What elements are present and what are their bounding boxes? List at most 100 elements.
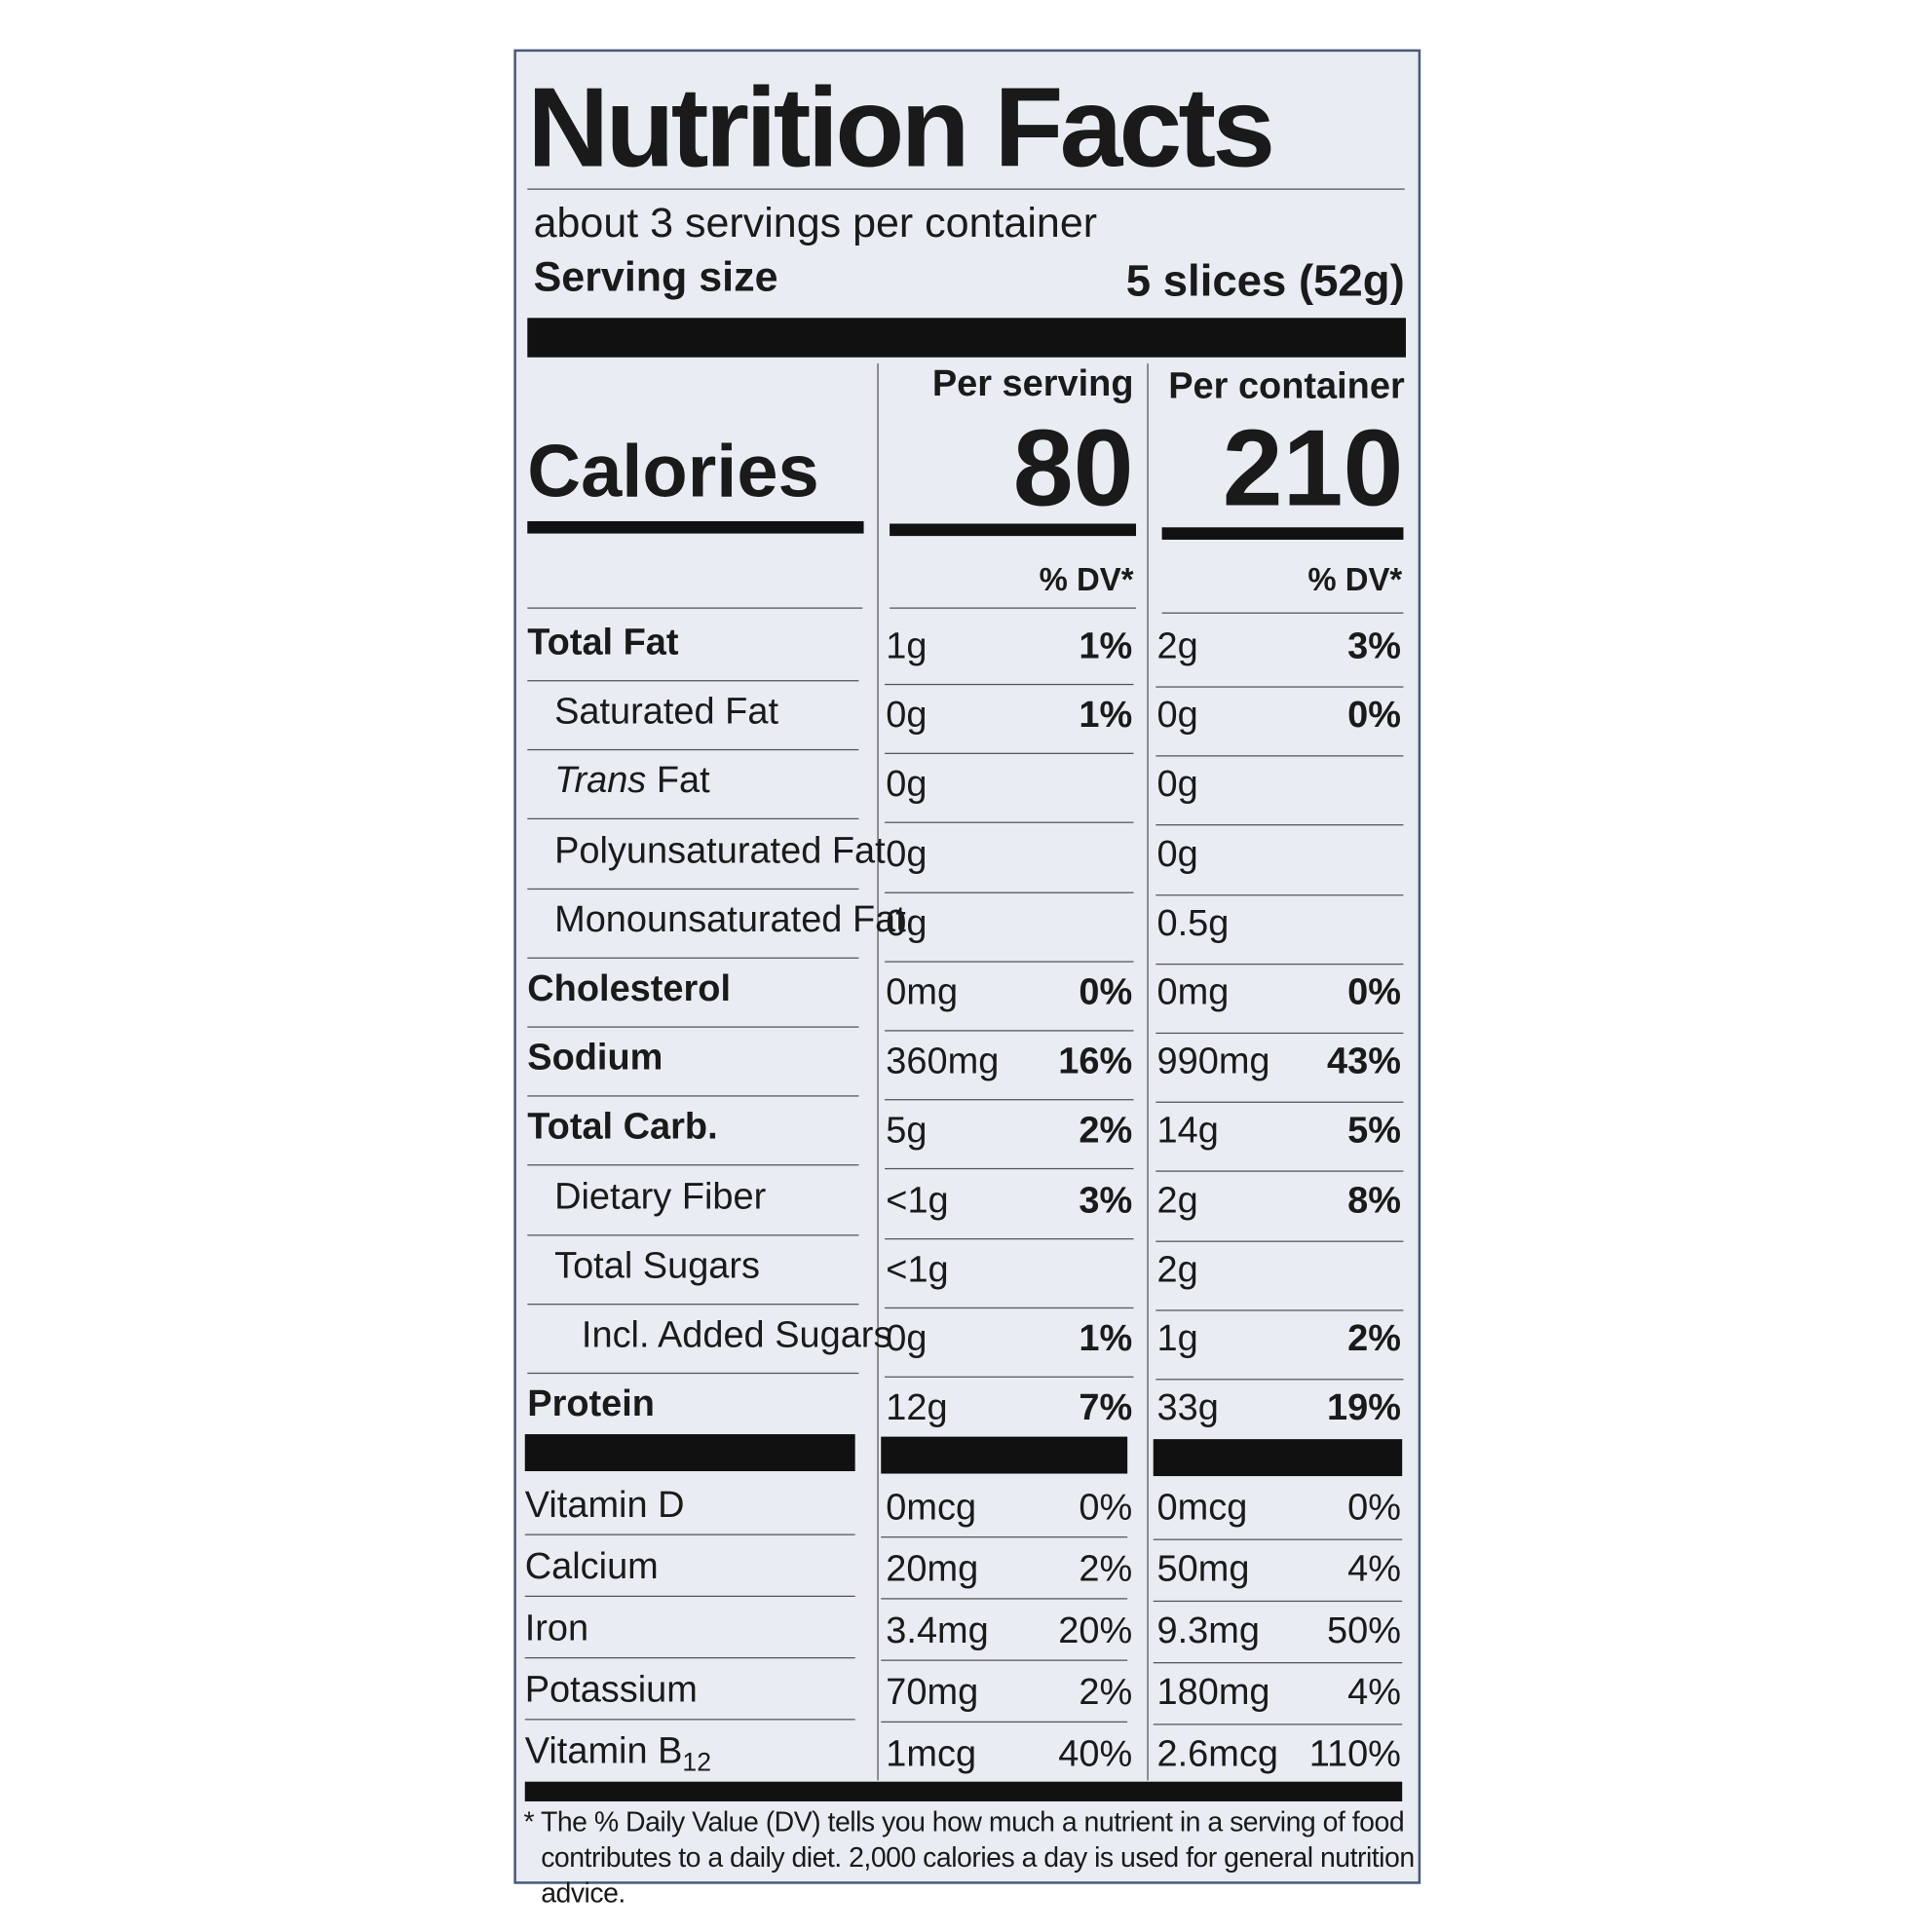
nutrient-name: Total Carb. (527, 1107, 718, 1148)
divider (1155, 824, 1404, 826)
serving-amount: 12g (886, 1387, 948, 1428)
thick-bar (881, 1436, 1128, 1474)
container-dv: 5% (1347, 1110, 1401, 1152)
container-dv: 8% (1347, 1180, 1401, 1221)
divider (527, 888, 859, 890)
divider (885, 1237, 1134, 1239)
divider (1155, 1170, 1404, 1173)
container-amount: 1g (1156, 1318, 1198, 1359)
name-part: 12 (682, 1748, 711, 1778)
calories-per-serving: 80 (1012, 406, 1134, 529)
divider (1155, 686, 1404, 688)
divider (527, 957, 859, 959)
serving-dv: 0% (1079, 1487, 1133, 1529)
serving-dv: 1% (1079, 1318, 1133, 1359)
container-amount: 180mg (1156, 1672, 1270, 1713)
container-amount: 0mcg (1156, 1487, 1248, 1529)
divider (885, 891, 1134, 893)
nutrient-name: Incl. Added Sugars (581, 1314, 892, 1356)
serving-amount: 0g (886, 902, 928, 944)
serving-amount: 0g (886, 695, 928, 737)
footnote: * The % Daily Value (DV) tells you how m… (523, 1806, 1415, 1909)
divider (527, 680, 859, 682)
serving-dv: 0% (1079, 971, 1133, 1013)
divider (527, 1303, 859, 1306)
container-dv: 50% (1326, 1610, 1401, 1651)
serving-size: 5 slices (52g) (1125, 254, 1405, 306)
divider (885, 752, 1134, 755)
thick-bar (1153, 1439, 1403, 1477)
divider (1155, 755, 1404, 757)
container-dv: 0% (1347, 1487, 1401, 1529)
serving-dv: 7% (1079, 1387, 1133, 1428)
divider (527, 1372, 859, 1375)
divider (885, 961, 1134, 963)
serving-dv: 2% (1079, 1110, 1133, 1152)
serving-amount: <1g (886, 1180, 949, 1221)
container-amount: 0g (1156, 764, 1198, 806)
serving-amount: 3.4mg (886, 1610, 989, 1651)
container-amount: 2g (1156, 1249, 1198, 1290)
serving-dv: 2% (1079, 1672, 1133, 1713)
container-dv: 3% (1347, 625, 1401, 667)
name-part: Fat (646, 760, 710, 802)
divider (1153, 1600, 1403, 1603)
container-dv: 0% (1347, 695, 1401, 737)
serving-dv: 40% (1058, 1733, 1133, 1775)
serving-dv: 20% (1058, 1610, 1133, 1651)
container-amount: 14g (1156, 1110, 1219, 1152)
name-part: Trans (554, 760, 647, 802)
thick-bar (524, 1781, 1403, 1801)
divider (881, 1598, 1128, 1600)
container-amount: 2g (1156, 1180, 1198, 1221)
nutrient-name: Saturated Fat (554, 691, 778, 733)
container-amount: 2g (1156, 625, 1198, 667)
nutrient-name: Vitamin B12 (524, 1730, 711, 1778)
thick-bar (1161, 527, 1404, 540)
thick-bar (524, 1434, 855, 1472)
container-amount: 990mg (1156, 1041, 1270, 1082)
divider (1155, 1379, 1404, 1381)
divider (1155, 893, 1404, 895)
divider (527, 749, 859, 751)
nutrient-name: Cholesterol (527, 968, 731, 1009)
serving-dv: 1% (1079, 625, 1133, 667)
divider (1153, 1662, 1403, 1664)
title: Nutrition Facts (527, 65, 1275, 192)
serving-amount: 5g (886, 1110, 928, 1152)
serving-dv: 16% (1058, 1041, 1133, 1082)
column-rule (1147, 363, 1149, 1781)
serving-amount: 70mg (886, 1672, 979, 1713)
divider (1155, 1240, 1404, 1242)
container-amount: 0g (1156, 833, 1198, 875)
container-amount: 0.5g (1156, 902, 1230, 944)
divider (881, 1536, 1128, 1538)
divider (1161, 612, 1404, 614)
nutrient-name: Vitamin D (524, 1484, 685, 1526)
servings-per-container: about 3 servings per container (533, 199, 1098, 246)
nutrient-name: Total Sugars (554, 1245, 761, 1287)
divider (1155, 1101, 1404, 1104)
divider (885, 1168, 1134, 1170)
divider (885, 683, 1134, 686)
divider (524, 1719, 855, 1721)
divider (890, 607, 1137, 609)
divider (885, 822, 1134, 824)
serving-dv: 3% (1079, 1180, 1133, 1221)
container-amount: 9.3mg (1156, 1610, 1260, 1651)
per-container-label: Per container (1168, 365, 1405, 407)
container-dv: 43% (1326, 1041, 1401, 1082)
divider (527, 1026, 859, 1028)
calories-per-container: 210 (1222, 406, 1404, 529)
divider (527, 818, 859, 820)
container-dv: 4% (1347, 1672, 1401, 1713)
dv-header: % DV* (1307, 560, 1403, 598)
name-part: Vitamin B (524, 1730, 683, 1772)
thick-bar (890, 523, 1137, 537)
divider (527, 1164, 859, 1166)
container-dv: 0% (1347, 971, 1401, 1013)
container-dv: 4% (1347, 1548, 1401, 1590)
calories-label: Calories (527, 430, 819, 513)
nutrient-name: Polyunsaturated Fat (554, 829, 886, 871)
